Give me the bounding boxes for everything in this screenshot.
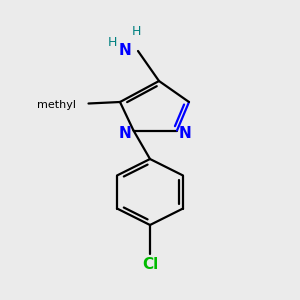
Text: N: N (118, 43, 131, 58)
Text: H: H (132, 25, 141, 38)
Text: Cl: Cl (142, 257, 158, 272)
Text: N: N (179, 126, 192, 141)
Text: H: H (108, 35, 117, 49)
Text: methyl: methyl (38, 100, 76, 110)
Text: N: N (119, 126, 131, 141)
